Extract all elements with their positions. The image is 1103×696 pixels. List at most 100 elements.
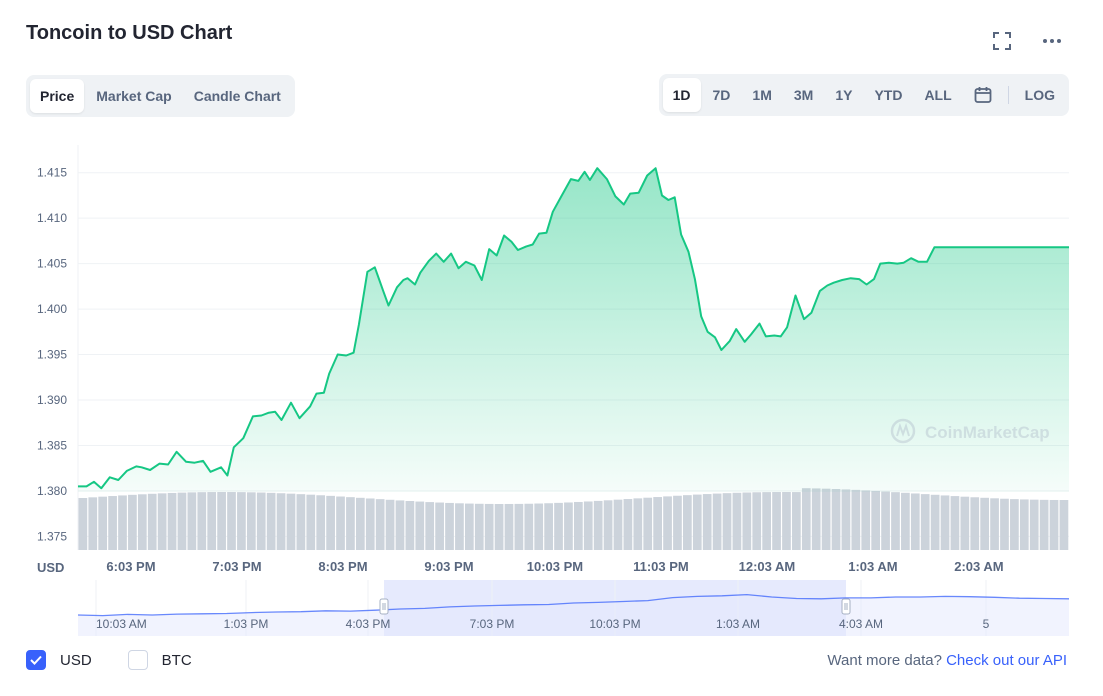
volume-bar xyxy=(603,500,613,550)
more-data-note: Want more data? Check out our API xyxy=(827,652,1067,669)
volume-bar xyxy=(455,503,464,550)
y-axis-label: USD xyxy=(37,560,64,575)
chart-type-tabs: Price Market Cap Candle Chart xyxy=(26,75,295,117)
btc-checkbox[interactable]: BTC xyxy=(127,650,192,670)
volume-bar xyxy=(504,503,514,550)
volume-bar xyxy=(613,499,623,550)
volume-bar xyxy=(792,492,801,550)
y-tick-label: 1.400 xyxy=(37,302,67,316)
volume-bar xyxy=(128,494,137,550)
volume-bar xyxy=(732,492,742,550)
volume-bar xyxy=(643,497,653,550)
tab-price[interactable]: Price xyxy=(30,79,85,113)
volume-bar xyxy=(147,493,157,550)
currency-toggles: USD BTC xyxy=(26,650,192,670)
volume-bar xyxy=(653,497,662,550)
page-title: Toncoin to USD Chart xyxy=(26,22,233,44)
range-ytd[interactable]: YTD xyxy=(874,87,903,103)
y-tick-label: 1.405 xyxy=(37,257,67,271)
volume-bar xyxy=(78,498,88,550)
x-tick-label: 12:03 AM xyxy=(739,559,796,574)
volume-bar xyxy=(514,503,524,550)
volume-bar xyxy=(425,502,435,550)
range-1d[interactable]: 1D xyxy=(662,78,701,112)
y-tick-label: 1.415 xyxy=(37,166,67,180)
navigator-label: 5 xyxy=(983,617,990,631)
volume-bar xyxy=(593,500,603,550)
tab-market-cap[interactable]: Market Cap xyxy=(96,88,172,104)
range-1m[interactable]: 1M xyxy=(752,87,772,103)
volume-bar xyxy=(554,502,563,550)
volume-bar xyxy=(395,500,405,550)
volume-bar xyxy=(544,503,553,550)
volume-bar xyxy=(237,492,246,550)
range-3m[interactable]: 3M xyxy=(793,87,814,103)
volume-bar xyxy=(692,494,702,550)
volume-bar xyxy=(405,501,415,550)
range-tabs: 1D 7D 1M 3M 1Y YTD ALL LOG xyxy=(658,74,1069,116)
api-link[interactable]: Check out our API xyxy=(946,652,1067,669)
volume-bar xyxy=(663,496,672,550)
usd-label: USD xyxy=(60,651,92,669)
volume-bar xyxy=(88,497,98,550)
expand-icon[interactable] xyxy=(991,30,1013,52)
volume-bar xyxy=(336,496,345,550)
navigator-handle-left[interactable] xyxy=(379,598,389,615)
chart-actions xyxy=(991,30,1063,52)
volume-bar xyxy=(207,492,217,550)
volume-bar xyxy=(583,501,593,550)
price-area xyxy=(78,168,1069,492)
volume-bar xyxy=(494,503,504,550)
volume-bar xyxy=(861,490,871,550)
volume-bar xyxy=(137,494,147,550)
volume-bar xyxy=(831,489,841,550)
volume-bar xyxy=(177,492,187,550)
volume-bar xyxy=(157,493,167,550)
volume-bar xyxy=(702,494,712,550)
navigator-line xyxy=(77,593,1070,617)
watermark-logo-mark xyxy=(896,422,910,437)
volume-bar xyxy=(871,490,881,550)
volume-bar xyxy=(524,503,534,550)
tab-candle-chart[interactable]: Candle Chart xyxy=(193,88,281,104)
volume-bar xyxy=(821,488,831,550)
volume-bar xyxy=(365,498,375,550)
volume-bar xyxy=(246,492,256,550)
volume-bar xyxy=(762,492,771,550)
volume-bar xyxy=(683,495,692,550)
more-icon[interactable] xyxy=(1041,30,1063,52)
volume-bar xyxy=(355,497,365,550)
volume-bar xyxy=(435,502,444,550)
navigator-label: 1:03 PM xyxy=(224,617,269,631)
volume-bar xyxy=(752,492,762,550)
volume-bar xyxy=(187,492,197,550)
volume-bar xyxy=(881,491,890,550)
x-tick-label: 7:03 PM xyxy=(212,559,261,574)
x-tick-label: 1:03 AM xyxy=(848,559,897,574)
x-tick-label: 8:03 PM xyxy=(318,559,367,574)
navigator-handle-right[interactable] xyxy=(841,598,851,615)
volume-bar xyxy=(990,498,999,550)
volume-bar xyxy=(901,492,910,550)
volume-bar xyxy=(722,493,732,550)
volume-bar xyxy=(266,492,276,550)
range-1y[interactable]: 1Y xyxy=(835,87,853,103)
log-toggle[interactable]: LOG xyxy=(1024,87,1055,103)
volume-bar xyxy=(108,496,117,550)
calendar-icon[interactable] xyxy=(964,78,1002,112)
x-tick-label: 10:03 PM xyxy=(527,559,583,574)
volume-bar xyxy=(1000,498,1009,550)
volume-bar xyxy=(940,495,950,550)
volume-bar xyxy=(197,492,207,550)
volume-bar xyxy=(1039,499,1049,550)
volume-bar xyxy=(980,497,990,550)
volume-bar xyxy=(574,501,583,550)
range-7d[interactable]: 7D xyxy=(712,87,731,103)
volume-bar xyxy=(217,492,226,550)
usd-checkbox[interactable]: USD xyxy=(26,650,92,670)
volume-bar xyxy=(385,499,395,550)
range-all[interactable]: ALL xyxy=(924,87,952,103)
volume-bar xyxy=(960,496,970,550)
volume-bar xyxy=(801,488,811,550)
volume-bar xyxy=(811,488,821,550)
